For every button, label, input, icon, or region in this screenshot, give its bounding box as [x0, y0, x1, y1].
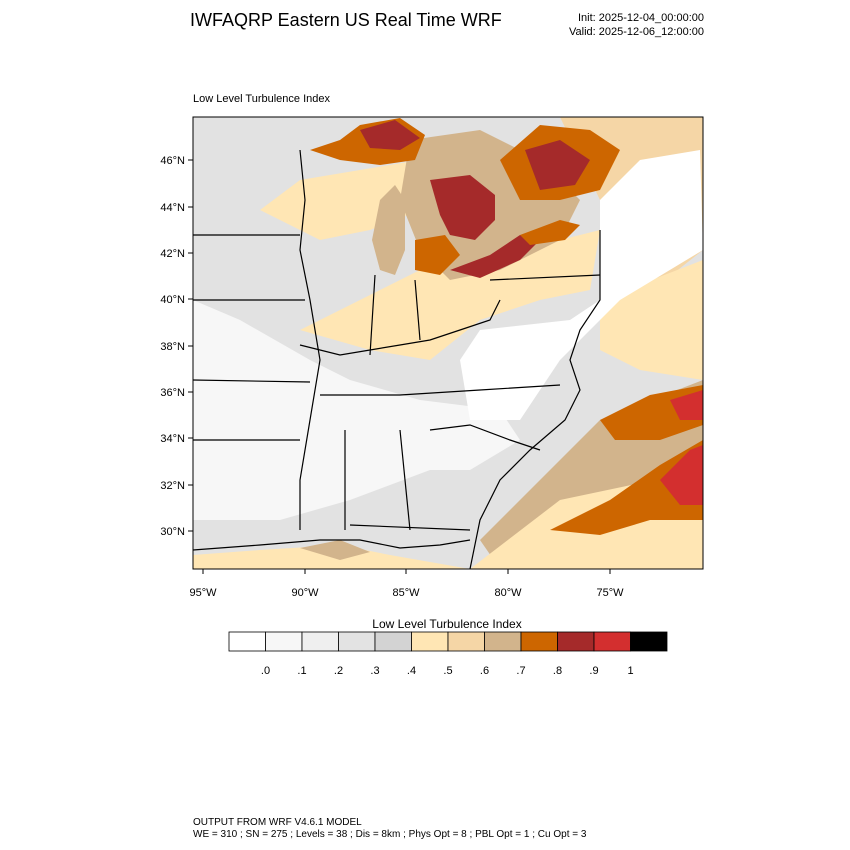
lat-label-40n: 40°N: [160, 294, 185, 306]
colorbar-label: .3: [370, 665, 379, 677]
map-title: Low Level Turbulence Index: [193, 93, 330, 105]
colorbar-label: .7: [516, 665, 525, 677]
footer-model-line: OUTPUT FROM WRF V4.6.1 MODEL: [193, 817, 362, 828]
lat-label-44n: 44°N: [160, 202, 185, 214]
lon-label-75w: 75°W: [596, 587, 624, 599]
colorbar-swatch: [593, 631, 631, 652]
border-il-in: [369, 274, 376, 356]
lake-erie-field: [450, 235, 540, 278]
colorbar: [228, 631, 668, 652]
colorbar-swatch: [228, 631, 266, 652]
lat-label-30n: 30°N: [160, 526, 185, 538]
border-ga-fl: [349, 524, 471, 531]
state-borders: [193, 149, 601, 569]
lat-label-46n: 46°N: [160, 155, 185, 167]
colorbar-swatch: [484, 631, 522, 652]
border-in-oh: [414, 279, 421, 341]
canada-red-core: [525, 140, 590, 190]
lake-ontario-field: [520, 220, 580, 245]
offshore-red-core-south: [660, 445, 703, 505]
colorbar-swatch: [411, 631, 449, 652]
lake-michigan: [372, 185, 405, 275]
map-panel: [193, 117, 703, 569]
offshore-red-core-north: [670, 390, 703, 420]
colorbar-swatch: [374, 631, 412, 652]
colorbar-swatch: [557, 631, 595, 652]
colorbar-label: .9: [589, 665, 598, 677]
colorbar-label: .6: [480, 665, 489, 677]
land-white-east: [460, 150, 703, 420]
colorbar-title: Low Level Turbulence Index: [372, 617, 522, 631]
main-title: IWFAQRP Eastern US Real Time WRF: [190, 10, 502, 30]
footer-config-line: WE = 310 ; SN = 275 ; Levels = 38 ; Dis …: [193, 829, 587, 840]
colorbar-label: 1: [627, 665, 633, 677]
colorbar-label: .5: [443, 665, 452, 677]
lon-label-95w: 95°W: [189, 587, 217, 599]
lon-label-85w: 85°W: [392, 587, 420, 599]
border-mo-ar: [193, 379, 311, 383]
colorbar-labels: .0 .1 .2 .3 .4 .5 .6 .7 .8 .9 1: [261, 665, 634, 677]
midwest-light-band: [300, 230, 600, 360]
lat-axis: 46°N 44°N 42°N 40°N 38°N 36°N 34°N 32°N …: [160, 155, 193, 538]
colorbar-label: .0: [261, 665, 270, 677]
gulf-tan-field: [300, 540, 370, 560]
colorbar-label: .1: [297, 665, 306, 677]
michigan-lower-orange: [415, 235, 460, 275]
lon-label-90w: 90°W: [291, 587, 319, 599]
init-time-label: Init: 2025-12-04_00:00:00: [578, 12, 704, 24]
border-pa-ny: [489, 274, 601, 281]
colorbar-swatch: [520, 631, 558, 652]
border-tn-ky: [320, 384, 561, 396]
map-frame: [192, 116, 704, 570]
border-ohio-river: [299, 299, 501, 356]
lat-label-32n: 32°N: [160, 480, 185, 492]
lat-label-42n: 42°N: [160, 248, 185, 260]
colorbar-label: .2: [334, 665, 343, 677]
border-nc-sc: [429, 424, 541, 451]
valid-time-label: Valid: 2025-12-06_12:00:00: [569, 26, 704, 38]
lon-label-80w: 80°W: [494, 587, 522, 599]
offshore-orange-band-south: [550, 440, 703, 535]
colorbar-swatch: [447, 631, 485, 652]
land-white-south: [193, 300, 520, 520]
colorbar-swatch: [630, 631, 668, 652]
colorbar-swatch: [338, 631, 376, 652]
lat-label-38n: 38°N: [160, 341, 185, 353]
lake-huron-field: [430, 175, 495, 240]
colorbar-label: .4: [407, 665, 416, 677]
colorbar-swatch: [265, 631, 303, 652]
lake-superior-core: [360, 120, 420, 150]
lat-label-36n: 36°N: [160, 387, 185, 399]
colorbar-swatch: [301, 631, 339, 652]
lon-axis: 95°W 90°W 85°W 80°W 75°W: [189, 569, 624, 599]
border-east-coast: [469, 230, 601, 569]
border-al-ga: [399, 429, 411, 531]
colorbar-label: .8: [553, 665, 562, 677]
border-mississippi-river: [299, 149, 321, 530]
border-gulf-coast: [193, 539, 471, 551]
lat-label-34n: 34°N: [160, 433, 185, 445]
